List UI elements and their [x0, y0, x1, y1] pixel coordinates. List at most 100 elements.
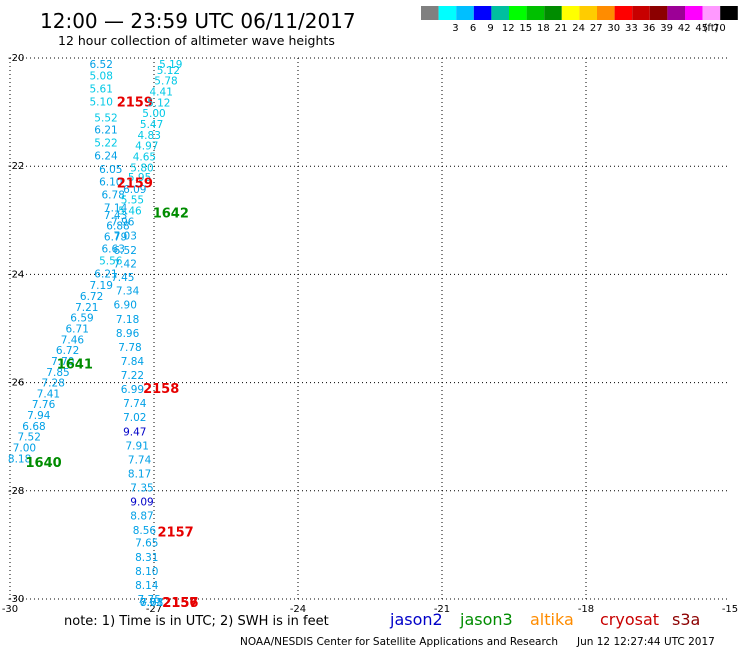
- legend-label: 9: [487, 23, 493, 34]
- wave-height-value: 7.71: [140, 597, 163, 609]
- wave-height-value: 8.10: [135, 566, 158, 578]
- y-tick-label: -22: [8, 161, 24, 172]
- wave-height-value: 6.71: [66, 324, 89, 336]
- legend-swatch: [561, 6, 580, 20]
- wave-height-value: 6.21: [94, 124, 117, 136]
- wave-height-value: 5.22: [94, 137, 117, 149]
- wave-height-value: 7.35: [130, 483, 153, 495]
- chart-subtitle: 12 hour collection of altimeter wave hei…: [58, 33, 335, 48]
- chart-title: 12:00 — 23:59 UTC 06/11/2017: [40, 9, 356, 33]
- satellite-legend: jason2 jason3 altika cryosat s3a: [389, 610, 700, 629]
- plot-grid: [9, 57, 730, 600]
- wave-height-value: 8.08: [140, 597, 163, 609]
- pass-time-label: 2159: [117, 176, 153, 191]
- satellite-name: jason2: [389, 610, 443, 629]
- legend-label: 21: [555, 23, 568, 34]
- wave-height-value: 7.65: [135, 538, 158, 550]
- wave-height-value: 5.46: [118, 206, 142, 218]
- wave-height-value: 8.18: [8, 453, 31, 465]
- wave-height-value: 5.80: [130, 162, 153, 174]
- wave-height-value: 4.97: [135, 141, 158, 153]
- x-tick-label: -15: [722, 604, 738, 615]
- wave-height-value: 7.00: [13, 443, 36, 455]
- wave-height-value: 7.45: [111, 272, 134, 284]
- wave-height-value: 5.61: [90, 83, 113, 95]
- wave-height-value: 6.09: [123, 184, 146, 196]
- legend-label: 45: [695, 23, 708, 34]
- footer-note: note: 1) Time is in UTC; 2) SWH is in fe…: [64, 614, 329, 629]
- pass-time-label: 2157: [158, 525, 194, 540]
- wave-height-value: 7.02: [123, 412, 146, 424]
- legend-swatch: [491, 6, 509, 20]
- color-legend: 3 6 9 12 15 18 21 24 27 30 33 36 39 42 45 70: [421, 6, 738, 34]
- satellite-name: cryosat: [600, 610, 659, 629]
- wave-height-value: 5.56: [99, 255, 123, 267]
- wave-height-value: 8.14: [135, 580, 159, 592]
- legend-label: 12: [502, 23, 515, 34]
- wave-height-value: 6.79: [104, 232, 127, 244]
- legend-label: 6: [470, 23, 476, 34]
- wave-height-value: 7.76: [32, 399, 56, 411]
- wave-height-value: 7.14: [104, 202, 128, 214]
- pass-time-label: 2159: [117, 95, 153, 110]
- wave-height-value: 6.88: [106, 221, 129, 233]
- y-tick-label: -20: [8, 53, 24, 64]
- wave-height-value: 7.78: [118, 342, 141, 354]
- y-tick-label: -24: [8, 269, 24, 280]
- wave-height-value: 6.68: [22, 421, 45, 433]
- wave-height-value: 9.09: [130, 497, 153, 509]
- wave-height-value: 5.12: [147, 97, 170, 109]
- wave-height-value: 7.28: [42, 378, 65, 390]
- wave-height-value: 5.08: [90, 70, 113, 82]
- legend-label: 24: [572, 23, 585, 34]
- wave-height-value: 9.47: [123, 426, 146, 438]
- wave-height-value: 7.34: [116, 286, 140, 298]
- wave-height-value: 6.59: [70, 313, 93, 325]
- wave-height-value: 6.24: [94, 150, 118, 162]
- legend-swatch: [438, 6, 457, 20]
- wave-height-value: 6.63: [102, 243, 125, 255]
- legend-swatch: [526, 6, 545, 20]
- x-tick-label: -21: [434, 604, 450, 615]
- wave-height-value: 6.05: [99, 164, 122, 176]
- x-tick-label: -24: [290, 604, 306, 615]
- legend-swatch: [614, 6, 633, 20]
- legend-swatch: [421, 6, 439, 20]
- wave-height-value: 7.22: [121, 370, 144, 382]
- wave-height-value: 7.18: [116, 314, 139, 326]
- wave-height-value: 4.65: [133, 151, 156, 163]
- x-tick-label: -27: [146, 604, 162, 615]
- legend-swatch: [579, 6, 597, 20]
- wave-height-value: 7.41: [37, 388, 60, 400]
- legend-label: 30: [607, 23, 620, 34]
- wave-height-marks: 6.525.085.615.105.526.215.226.246.056.10…: [8, 59, 199, 611]
- footer-credit: NOAA/NESDIS Center for Satellite Applica…: [240, 636, 558, 648]
- wave-height-value: 6.52: [114, 245, 137, 257]
- wave-height-value: 7.03: [114, 230, 137, 242]
- legend-swatch: [456, 6, 474, 20]
- wave-height-value: 5.47: [140, 119, 163, 131]
- wave-height-value: 6.78: [102, 189, 125, 201]
- x-tick-label: -30: [2, 604, 18, 615]
- footer-timestamp: Jun 12 12:27:44 UTC 2017: [576, 636, 715, 648]
- wave-height-value: 7.91: [126, 440, 149, 452]
- pass-time-label: 2158: [143, 382, 179, 397]
- legend-label: 42: [678, 23, 691, 34]
- wave-height-value: 7.83: [140, 597, 163, 609]
- wave-height-value: 4.83: [138, 130, 161, 142]
- wave-height-value: 6.52: [90, 59, 113, 71]
- pass-time-label: 1642: [153, 207, 189, 222]
- wave-height-value: 5.52: [94, 113, 117, 125]
- wave-height-value: 7.70: [51, 356, 74, 368]
- wave-height-value: 6.72: [56, 345, 79, 357]
- wave-height-value: 8.17: [128, 468, 151, 480]
- wave-height-value: 6.90: [114, 300, 137, 312]
- wave-height-value: 7.74: [128, 454, 152, 466]
- legend-label: 33: [625, 23, 638, 34]
- wave-height-value: 7.52: [18, 432, 41, 444]
- axis-ticks: -30 -27 -24 -21 -18 -15 -20 -22 -24 -26 -28 -30: [2, 53, 738, 615]
- legend-unit: (ft): [703, 23, 718, 34]
- legend-swatch: [649, 6, 668, 20]
- wave-height-value: 5.12: [157, 65, 180, 77]
- wave-height-value: 5.00: [142, 108, 165, 120]
